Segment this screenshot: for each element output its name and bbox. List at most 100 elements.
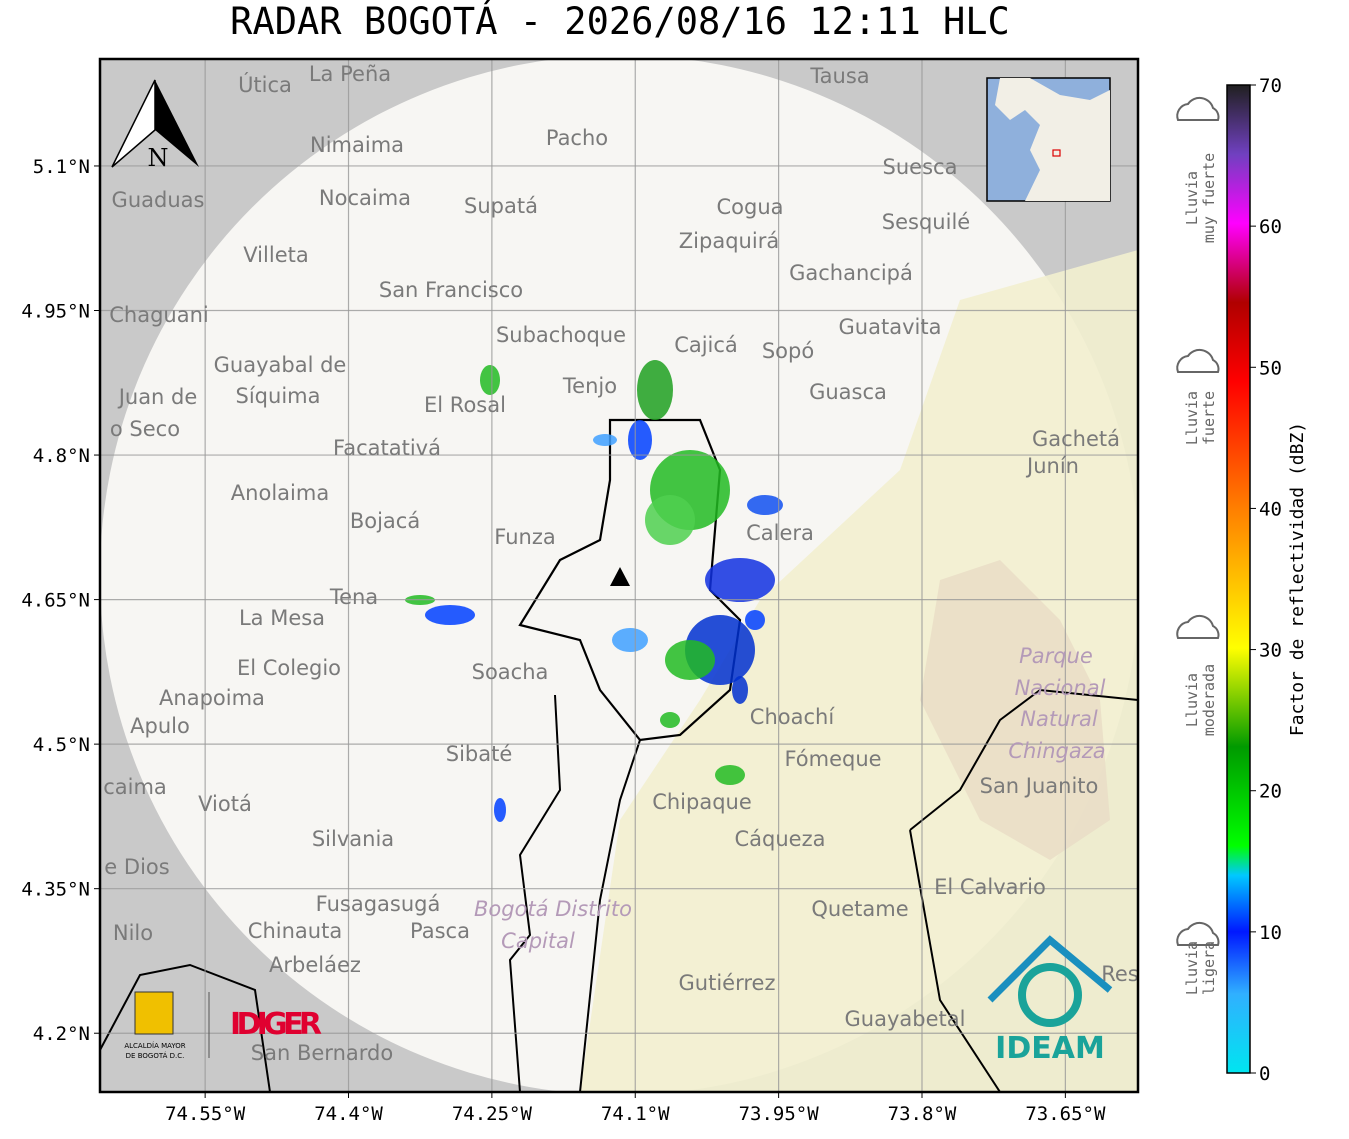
logo-text: IDIGER — [230, 1007, 322, 1042]
x-tick-label: 73.65°W — [1025, 1103, 1106, 1125]
echo — [705, 558, 775, 602]
place-label: Choachí — [750, 705, 836, 729]
place-label: San Francisco — [379, 278, 523, 302]
inset-map — [986, 77, 1111, 202]
colorbar-tick-label: 50 — [1259, 357, 1282, 379]
place-label: Juan de — [117, 385, 198, 409]
rain-level-label: Lluvia — [1183, 673, 1201, 727]
place-label: e Dios — [104, 855, 169, 879]
place-label: Tenjo — [562, 374, 617, 398]
rain-level-label: Lluvia — [1183, 941, 1201, 995]
y-tick-label: 4.8°N — [33, 445, 90, 467]
place-label: Chinauta — [248, 919, 342, 943]
x-tick-label: 74.25°W — [452, 1103, 533, 1125]
colorbar-label: Factor de reflectividad (dBZ) — [1287, 422, 1308, 736]
rain-level-label: ligera — [1200, 941, 1218, 995]
y-tick-label: 4.2°N — [33, 1023, 90, 1045]
y-tick-label: 4.35°N — [21, 879, 90, 901]
place-label: El Rosal — [424, 393, 506, 417]
colorbar-tick-label: 30 — [1259, 640, 1282, 662]
place-label: El Calvario — [934, 875, 1046, 899]
place-label: Nocaima — [319, 186, 411, 210]
echo — [745, 610, 765, 630]
colorbar — [1226, 84, 1251, 1074]
north-label: N — [148, 144, 169, 172]
place-label: La Mesa — [239, 606, 325, 630]
protected-area-label: Natural — [1020, 707, 1098, 731]
echo — [732, 676, 748, 704]
place-label: Arbeláez — [269, 953, 361, 977]
rain-level-label: moderada — [1200, 664, 1218, 736]
protected-area-label: Chingaza — [1008, 739, 1105, 763]
place-label: Soacha — [472, 660, 549, 684]
x-tick-label: 73.95°W — [739, 1103, 820, 1125]
colorbar-tick-label: 10 — [1259, 922, 1282, 944]
place-label: Pasca — [410, 919, 470, 943]
place-label: Cogua — [716, 195, 783, 219]
place-label: La Peña — [309, 62, 391, 86]
colorbar-tick-label: 40 — [1259, 498, 1282, 520]
logo-text: DE BOGOTÁ D.C. — [126, 1051, 185, 1060]
radar-site — [610, 567, 630, 586]
colorbar-tick-label: 70 — [1259, 75, 1282, 97]
colorbar-tick-label: 0 — [1259, 1063, 1270, 1085]
weather-icon — [1176, 348, 1220, 373]
place-label: Gachetá — [1032, 427, 1120, 451]
place-label: San Bernardo — [251, 1041, 393, 1065]
echo — [628, 420, 652, 460]
echo — [665, 640, 715, 680]
map-frame — [98, 57, 1140, 1094]
place-label: Nilo — [113, 921, 153, 945]
place-label: caima — [103, 775, 167, 799]
place-label: Guayabetal — [845, 1007, 966, 1031]
department-border — [100, 963, 271, 1092]
department-border — [508, 688, 1138, 1092]
place-label: Funza — [494, 525, 555, 549]
echo — [425, 605, 475, 625]
place-label: Útica — [238, 72, 292, 97]
place-label: Guaduas — [112, 188, 205, 212]
place-label: Fómeque — [784, 747, 881, 771]
place-label: Chaguani — [109, 303, 209, 327]
x-tick-label: 74.1°W — [601, 1103, 670, 1125]
echo — [480, 365, 500, 395]
weather-icon — [1176, 96, 1220, 121]
echo — [660, 712, 680, 728]
place-label: El Colegio — [237, 656, 341, 680]
place-label: Villeta — [243, 243, 308, 267]
echo — [494, 798, 506, 822]
place-label: Junín — [1025, 454, 1079, 478]
place-label: Guasca — [809, 380, 887, 404]
north-arrow: N — [111, 79, 199, 172]
protected-area-label: Nacional — [1015, 676, 1106, 700]
colorbar-tick-label: 60 — [1259, 216, 1282, 238]
place-label: Supatá — [464, 194, 538, 218]
echo — [593, 434, 617, 446]
place-label: Sibaté — [446, 742, 513, 766]
rain-level-label: fuerte — [1200, 391, 1218, 445]
place-label: Guatavita — [839, 315, 942, 339]
echo — [612, 628, 648, 652]
place-label: Quetame — [811, 897, 908, 921]
x-tick-label: 74.55°W — [165, 1103, 246, 1125]
place-label: Viotá — [198, 792, 252, 816]
protected-area-label: Capital — [501, 929, 575, 953]
place-label: Sesquilé — [882, 210, 970, 234]
place-label: Sopó — [762, 339, 814, 363]
place-label: o Seco — [110, 417, 180, 441]
colorbar-tick-label: 20 — [1259, 781, 1282, 803]
place-label: Bojacá — [350, 509, 420, 533]
place-label: Facatativá — [333, 436, 441, 460]
place-label: Chipaque — [652, 790, 752, 814]
place-label: Anolaima — [231, 481, 329, 505]
place-label: San Juanito — [980, 774, 1099, 798]
place-label: Res — [1101, 962, 1139, 986]
place-label: Tausa — [809, 64, 869, 88]
radar-echoes — [405, 360, 783, 822]
place-label: Síquima — [236, 384, 321, 408]
title: RADAR BOGOTÁ - 2026/08/16 12:11 HLC — [230, 0, 1010, 43]
place-label: Tena — [329, 585, 378, 609]
place-label: Pacho — [546, 126, 608, 150]
y-tick-label: 4.5°N — [33, 734, 90, 756]
